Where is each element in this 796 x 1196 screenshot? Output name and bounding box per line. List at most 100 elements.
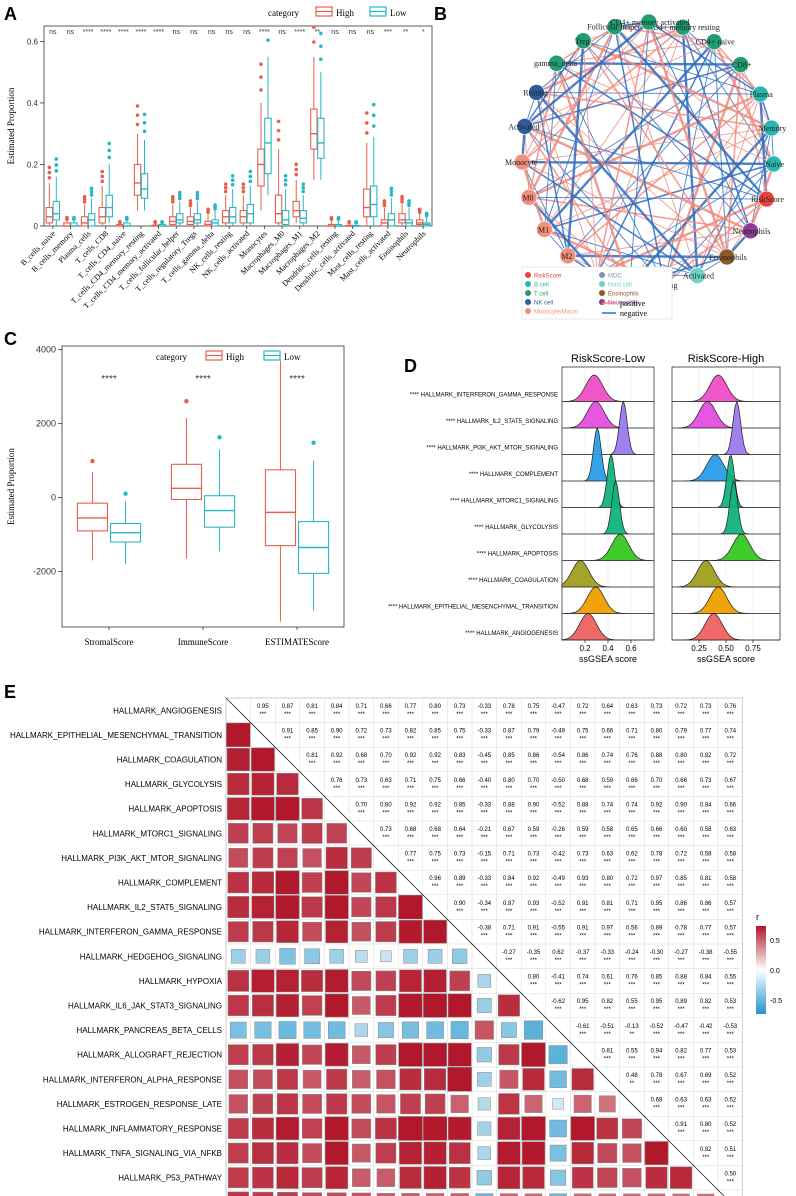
heatmap-value: 0.59 bbox=[601, 778, 613, 784]
significance-label: ** bbox=[403, 29, 409, 36]
heatmap-value: 0.89 bbox=[454, 876, 466, 882]
box-high bbox=[133, 163, 142, 196]
heatmap-square bbox=[301, 896, 323, 918]
heatmap-value: 0.53 bbox=[724, 999, 736, 1005]
heatmap-square bbox=[645, 1166, 668, 1189]
panel-e-heatmap: HALLMARK_ANGIOGENESIS 0.95 *** 0.87 *** 0.81 *… bbox=[10, 697, 782, 1196]
heatmap-value: 0.73 bbox=[577, 852, 589, 858]
heatmap-star: *** bbox=[604, 810, 612, 816]
network-node-label: Memory bbox=[759, 124, 787, 133]
heatmap-star: *** bbox=[456, 909, 464, 915]
heatmap-diagonal bbox=[225, 697, 725, 1196]
heatmap-square bbox=[324, 1116, 349, 1141]
heatmap-star: *** bbox=[628, 1007, 636, 1013]
network-edge bbox=[647, 21, 728, 258]
heatmap-value: 0.90 bbox=[331, 729, 343, 735]
heatmap-value: 0.81 bbox=[601, 1048, 613, 1054]
heatmap-square bbox=[524, 1193, 543, 1196]
heatmap-value: -0.21 bbox=[477, 827, 491, 833]
heatmap-square bbox=[226, 722, 251, 748]
network-node-label: CD4+ memory activated bbox=[610, 18, 689, 27]
heatmap-square bbox=[227, 871, 250, 894]
heatmap-square bbox=[452, 948, 468, 964]
significance-label: ns bbox=[49, 29, 57, 36]
heatmap-value: 0.57 bbox=[724, 901, 736, 907]
outlier-low bbox=[283, 178, 288, 183]
network-edge bbox=[583, 40, 761, 95]
heatmap-square bbox=[477, 974, 492, 988]
network-node bbox=[559, 247, 577, 265]
heatmap-cell-grid bbox=[545, 1189, 571, 1196]
y-tick-label: 0 bbox=[51, 493, 56, 503]
network-node bbox=[758, 190, 775, 208]
heatmap-cell-grid bbox=[299, 1189, 325, 1196]
heatmap-square bbox=[324, 993, 349, 1018]
box-high bbox=[310, 108, 318, 150]
outlier-high bbox=[259, 75, 263, 79]
panel-label-e: E bbox=[4, 682, 16, 702]
network-edge bbox=[629, 127, 773, 286]
heatmap-square bbox=[622, 1143, 642, 1163]
heatmap-cell-grid bbox=[619, 1189, 645, 1196]
outlier-high bbox=[241, 189, 246, 194]
heatmap-square bbox=[231, 949, 246, 964]
significance-label: ns bbox=[225, 29, 233, 36]
heatmap-square bbox=[497, 1141, 521, 1165]
heatmap-value: -0.42 bbox=[699, 1024, 713, 1030]
heatmap-star: *** bbox=[604, 712, 612, 718]
network-edge bbox=[524, 40, 584, 127]
ridgeline-density bbox=[672, 454, 780, 508]
heatmap-square bbox=[276, 773, 299, 796]
heatmap-star: *** bbox=[702, 983, 710, 989]
network-edge bbox=[556, 63, 665, 286]
network-edge bbox=[648, 21, 761, 95]
heatmap-star: *** bbox=[530, 761, 538, 767]
heatmap-value: 0.55 bbox=[626, 1048, 638, 1054]
outlier-high bbox=[382, 199, 387, 203]
network-edge bbox=[613, 25, 768, 200]
heatmap-square bbox=[301, 1167, 323, 1189]
network-edge bbox=[536, 92, 761, 95]
heatmap-square bbox=[326, 1068, 348, 1090]
heatmap-square bbox=[351, 1118, 372, 1139]
heatmap-value: -0.49 bbox=[551, 729, 565, 735]
network-node-label: Follicular helper bbox=[587, 23, 640, 32]
heatmap-star: *** bbox=[309, 712, 317, 718]
outlier-high bbox=[82, 197, 87, 202]
heatmap-value: 0.57 bbox=[724, 925, 736, 931]
heatmap-star: *** bbox=[678, 737, 686, 743]
network-edge bbox=[521, 161, 569, 257]
heatmap-square bbox=[329, 949, 344, 964]
heatmap-square bbox=[549, 1119, 567, 1138]
outlier-low bbox=[319, 31, 323, 36]
heatmap-value: 0.67 bbox=[503, 827, 515, 833]
heatmap-square bbox=[301, 822, 323, 844]
heatmap-square bbox=[227, 1118, 249, 1139]
significance-label: ns bbox=[367, 29, 375, 36]
heatmap-value: -0.61 bbox=[576, 1024, 590, 1030]
network-edge bbox=[567, 64, 742, 257]
heatmap-square bbox=[275, 1116, 300, 1141]
significance-label: **** bbox=[289, 374, 305, 385]
heatmap-star: *** bbox=[530, 786, 538, 792]
heatmap-square bbox=[401, 1193, 420, 1196]
heatmap-square bbox=[325, 969, 349, 993]
network-edge bbox=[629, 93, 761, 285]
heatmap-square bbox=[251, 871, 275, 894]
heatmap-square bbox=[251, 796, 275, 821]
heatmap-value: 0.74 bbox=[724, 729, 736, 735]
ridgeline-density bbox=[562, 533, 654, 561]
box-low bbox=[105, 194, 113, 218]
heatmap-square bbox=[548, 1045, 568, 1065]
heatmap-square bbox=[450, 1193, 469, 1196]
heatmap-value: 0.76 bbox=[724, 704, 736, 710]
heatmap-square bbox=[521, 1042, 546, 1067]
network-edge bbox=[663, 64, 742, 286]
heatmap-star: *** bbox=[579, 786, 587, 792]
outlier-low bbox=[107, 148, 112, 153]
heatmap-value: 0.82 bbox=[700, 753, 712, 759]
heatmap-square bbox=[477, 1072, 492, 1087]
heatmap-star: *** bbox=[456, 761, 464, 767]
heatmap-cell-grid bbox=[668, 1189, 694, 1196]
heatmap-legend-tick: -0.5 bbox=[770, 998, 782, 1005]
